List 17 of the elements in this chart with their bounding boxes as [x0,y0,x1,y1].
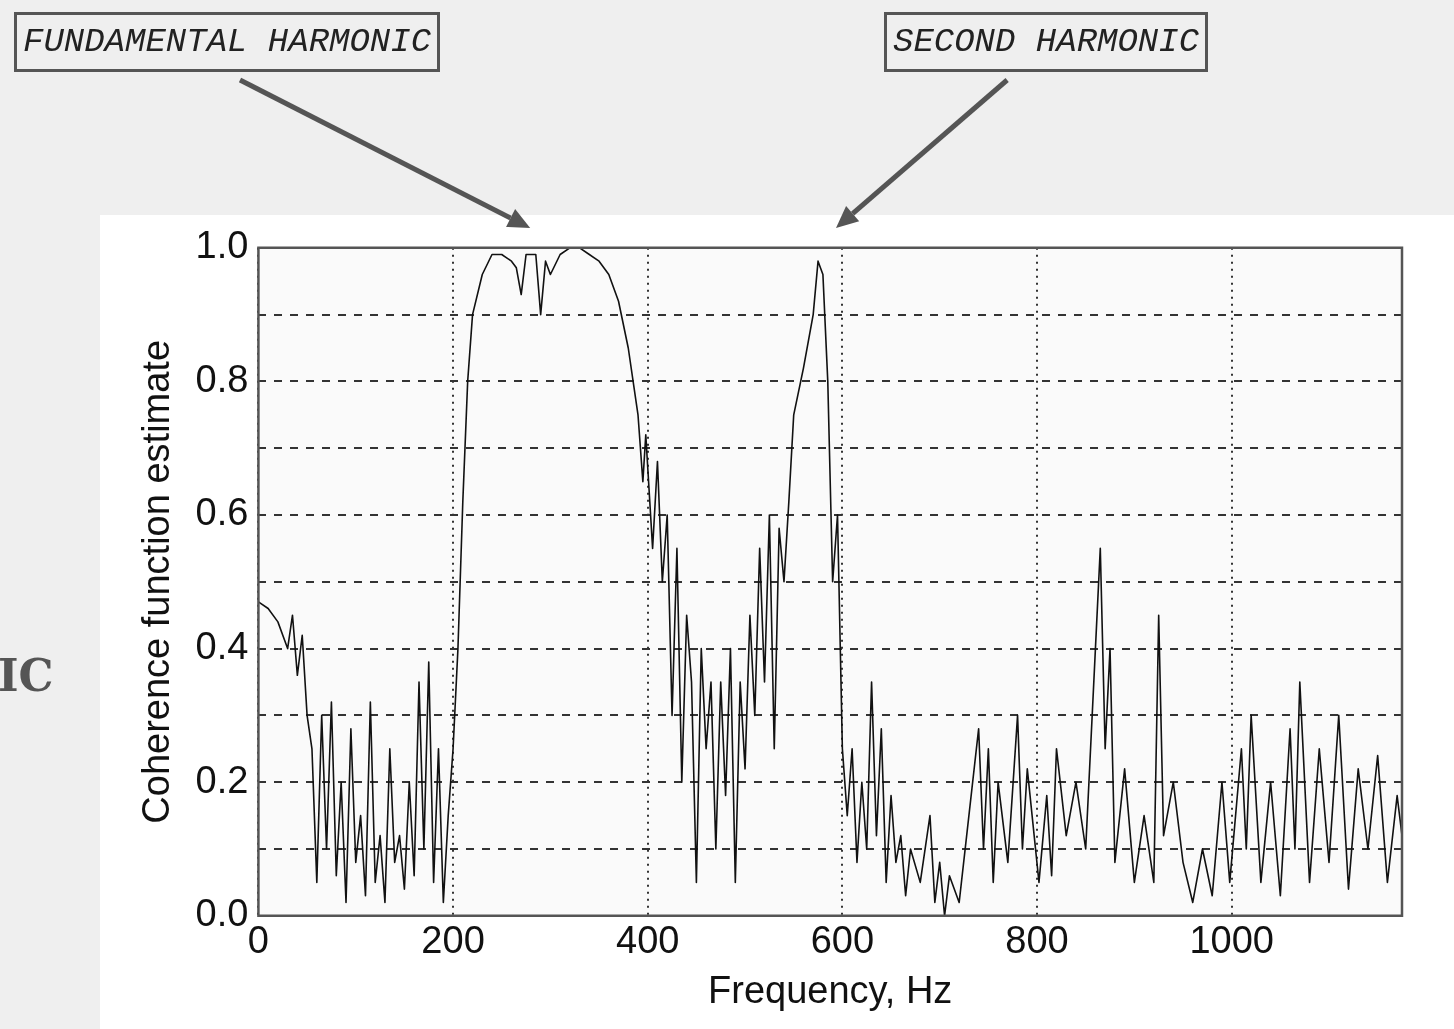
x-tick-label: 200 [421,919,485,962]
text: IC [0,650,54,701]
y-tick-label: 0.4 [195,625,249,668]
text: FUNDAMENTAL HARMONIC [14,12,441,72]
text: SECOND HARMONIC [884,12,1209,72]
x-tick-label: 600 [810,919,875,962]
y-axis-title: Coherence function estimate [135,339,178,824]
x-tick-label: 0 [247,919,269,962]
x-axis-title: Frequency, Hz [708,968,953,1011]
x-tick-label: 400 [616,919,680,962]
y-tick-label: 0.8 [195,357,249,400]
x-tick-label: 800 [1005,919,1069,962]
x-tick-label: 1000 [1189,919,1274,962]
y-tick-label: 1.0 [195,224,249,267]
y-tick-label: 0.6 [195,491,249,534]
y-tick-label: 0.2 [195,758,249,801]
y-tick-label: 0.0 [195,892,249,935]
